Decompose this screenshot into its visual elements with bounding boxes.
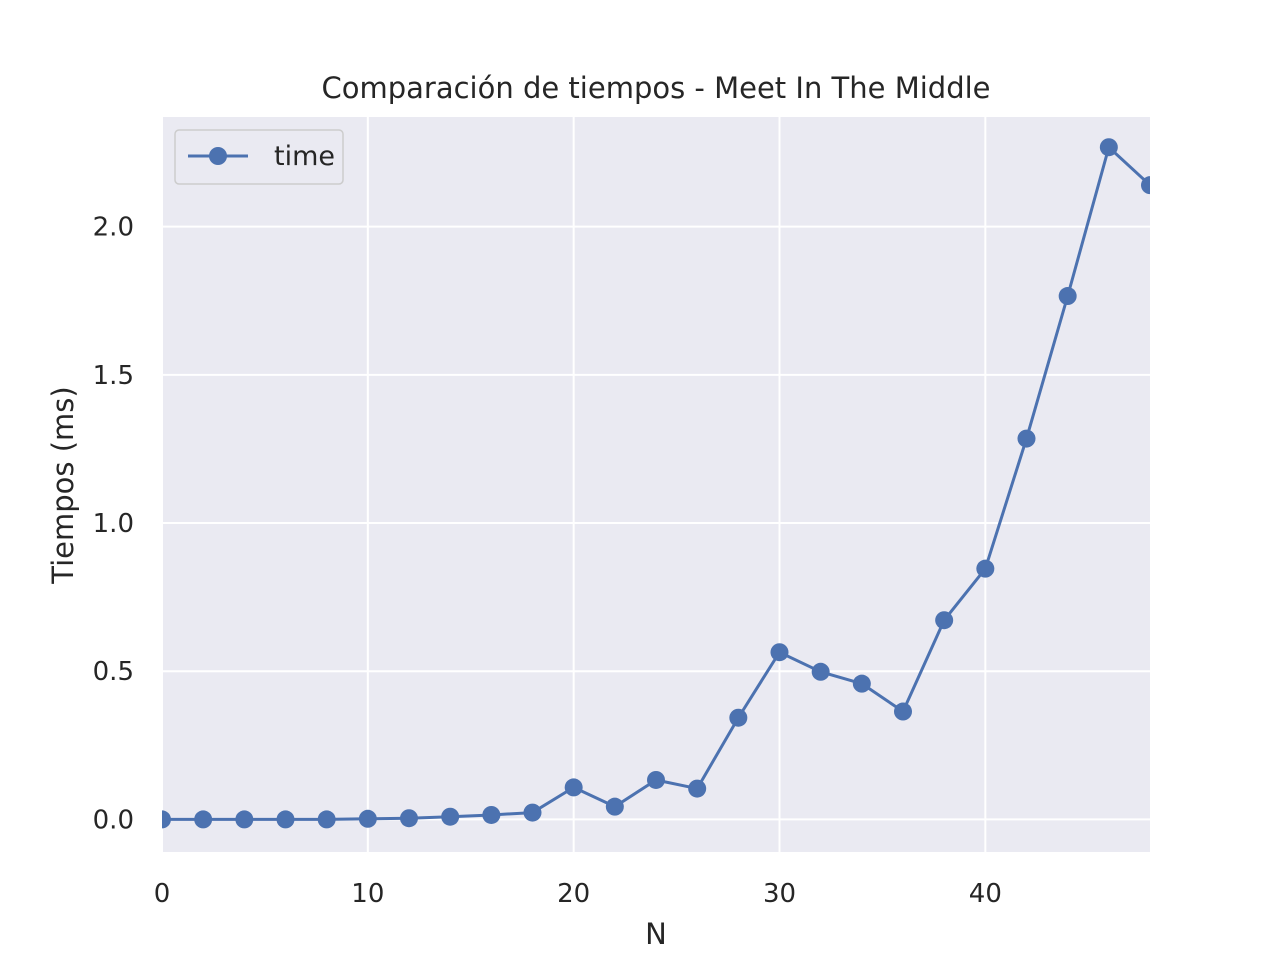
data-point bbox=[605, 797, 624, 816]
y-tick-label: 2.0 bbox=[93, 213, 134, 243]
data-point bbox=[1017, 429, 1036, 448]
data-point bbox=[811, 662, 830, 681]
data-point bbox=[1099, 138, 1118, 157]
y-tick-labels: 0.0 0.5 1.0 1.5 2.0 bbox=[93, 213, 134, 836]
data-point bbox=[770, 643, 789, 662]
data-point bbox=[482, 805, 501, 824]
data-point bbox=[564, 778, 583, 797]
y-tick-label: 0.0 bbox=[93, 805, 134, 835]
x-tick-label: 40 bbox=[969, 879, 1002, 909]
data-point bbox=[523, 803, 542, 822]
data-point bbox=[276, 810, 295, 829]
x-tick-label: 0 bbox=[154, 879, 171, 909]
chart-title: Comparación de tiempos - Meet In The Mid… bbox=[322, 71, 991, 105]
legend-label-time: time bbox=[274, 141, 335, 172]
data-point bbox=[235, 810, 254, 829]
data-point bbox=[162, 810, 171, 829]
data-point bbox=[647, 770, 665, 789]
data-point bbox=[852, 674, 871, 693]
data-point bbox=[976, 559, 995, 578]
data-point bbox=[441, 807, 460, 826]
gridlines bbox=[161, 117, 1150, 852]
data-point bbox=[317, 810, 336, 829]
data-point bbox=[935, 611, 954, 630]
series-layer bbox=[162, 138, 1150, 829]
legend-box bbox=[174, 129, 344, 185]
x-tick-labels: 0 10 20 30 40 bbox=[154, 879, 1002, 909]
data-point bbox=[1141, 176, 1150, 195]
x-tick-label: 30 bbox=[763, 879, 796, 909]
y-tick-label: 0.5 bbox=[93, 657, 134, 687]
x-axis-title: N bbox=[645, 917, 667, 951]
data-point bbox=[194, 810, 213, 829]
x-tick-label: 10 bbox=[351, 879, 384, 909]
y-axis-title: Tiempos (ms) bbox=[46, 386, 80, 584]
legend-marker bbox=[209, 147, 227, 165]
data-point bbox=[1058, 287, 1077, 306]
data-point bbox=[729, 708, 748, 727]
data-point bbox=[400, 809, 418, 828]
data-point bbox=[358, 809, 377, 828]
data-point bbox=[688, 779, 707, 798]
y-tick-label: 1.5 bbox=[93, 361, 134, 391]
legend: time bbox=[174, 129, 344, 185]
y-tick-label: 1.0 bbox=[93, 509, 134, 539]
x-tick-label: 20 bbox=[557, 879, 590, 909]
data-point bbox=[894, 702, 912, 721]
